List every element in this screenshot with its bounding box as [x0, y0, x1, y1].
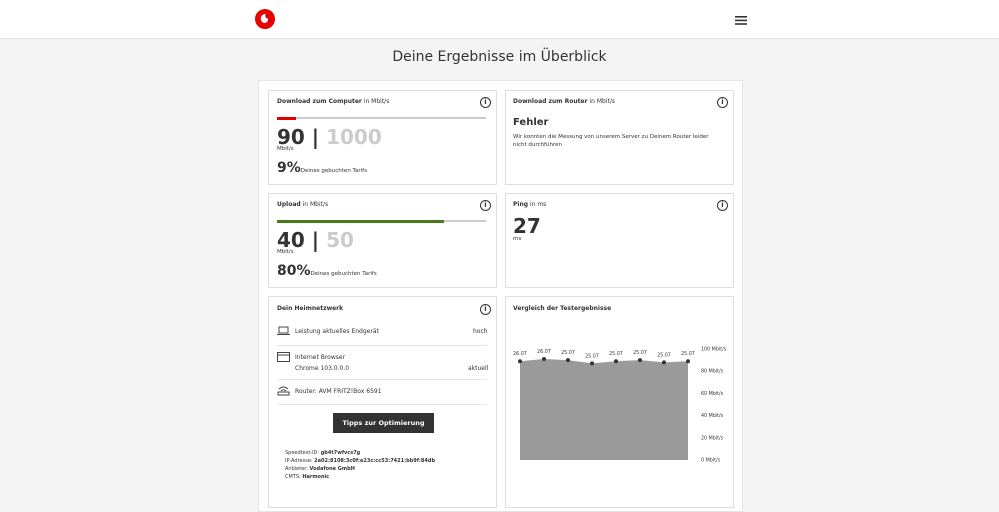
- row-label: Leistung aktuelles Endgerät: [295, 328, 379, 335]
- progress-bar: [277, 116, 296, 120]
- percent: 9%: [277, 160, 301, 176]
- info-value: Vodafone GmbH: [309, 466, 355, 472]
- progress-bar: [277, 219, 445, 223]
- header: [0, 0, 999, 39]
- info-icon[interactable]: i: [480, 200, 491, 211]
- menu-icon[interactable]: [735, 16, 747, 25]
- ping-card: [505, 193, 734, 288]
- info-value: gb4t7wfvcs7g: [320, 450, 361, 456]
- max-value: 50: [326, 228, 354, 252]
- row-label: Internet Browser: [295, 354, 346, 361]
- error-title: Fehler: [513, 117, 549, 128]
- unit: Mbit/s: [277, 146, 294, 152]
- card-unit: in Mbit/s: [363, 98, 390, 105]
- card-label: Upload: [277, 201, 301, 208]
- info-icon[interactable]: i: [717, 97, 728, 108]
- chart-title: Vergleich der Testergebnisse: [513, 305, 612, 312]
- info-icon[interactable]: i: [480, 304, 491, 315]
- logo[interactable]: [255, 9, 275, 29]
- card-label: Download zum Router: [513, 98, 588, 105]
- info-value: Harmonic: [302, 474, 330, 480]
- unit: Mbit/s: [277, 249, 294, 255]
- comparison-card: [505, 296, 734, 508]
- info-row: CMTS: Harmonic: [285, 473, 435, 481]
- home-network-card: [268, 296, 497, 508]
- test-info: Speedtest-ID: gb4t7wfvcs7g IP-Adresse: 2a…: [285, 449, 435, 481]
- percent-text: Deines gebuchten Tarifs: [310, 271, 377, 277]
- card-unit: in Mbit/s: [589, 98, 615, 105]
- info-label: Speedtest-ID:: [285, 450, 320, 456]
- upload-card: [268, 193, 497, 288]
- card-label: Ping: [513, 201, 529, 208]
- percent-text: Deines gebuchten Tarifs: [300, 168, 367, 174]
- download-computer-card: [268, 90, 497, 185]
- measured-value: 90: [277, 125, 305, 149]
- ping-value: 27: [513, 214, 541, 238]
- info-label: CMTS:: [285, 474, 301, 480]
- row-status: aktuell: [468, 365, 489, 372]
- info-row: Anbieter: Vodafone GmbH: [285, 465, 435, 473]
- page-title: Deine Ergebnisse im Überblick: [392, 49, 607, 65]
- laptop-icon: [277, 326, 290, 335]
- percent: 80%: [277, 263, 311, 279]
- router-icon: [277, 386, 290, 396]
- info-icon[interactable]: i: [480, 97, 491, 108]
- info-icon[interactable]: i: [717, 200, 728, 211]
- separator: [277, 404, 487, 405]
- info-row: IP-Adresse: 2a02:8108:3c0f:e23c:cc53:742…: [285, 457, 435, 465]
- card-label: Dein Heimnetzwerk: [277, 305, 344, 312]
- browser-icon: [277, 352, 290, 362]
- unit: ms: [513, 236, 522, 242]
- progress-track: [277, 116, 486, 120]
- card-unit: in Mbit/s: [302, 201, 329, 208]
- separator: [277, 345, 487, 346]
- error-message: Wir konnten die Messung von unserem Serv…: [513, 134, 709, 148]
- info-value: 2a02:8108:3c0f:e23c:cc53:7421:bb9f:84db: [314, 458, 436, 464]
- card-unit: in ms: [529, 201, 547, 208]
- optimize-button[interactable]: Tipps zur Optimierung: [333, 413, 434, 433]
- separator: [277, 379, 487, 380]
- row-status: hoch: [473, 328, 488, 335]
- info-row: Speedtest-ID: gb4t7wfvcs7g: [285, 449, 435, 457]
- progress-track: [277, 219, 486, 223]
- measured-value: 40: [277, 228, 305, 252]
- info-label: Anbieter:: [285, 466, 308, 472]
- download-router-card: [505, 90, 734, 185]
- card-label: Download zum Computer: [277, 98, 362, 105]
- row-detail: Chrome 103.0.0.0: [295, 365, 350, 372]
- row-label: Router: AVM FRITZ!Box 6591: [295, 388, 382, 395]
- max-value: 1000: [326, 125, 382, 149]
- info-label: IP-Adresse:: [285, 458, 313, 464]
